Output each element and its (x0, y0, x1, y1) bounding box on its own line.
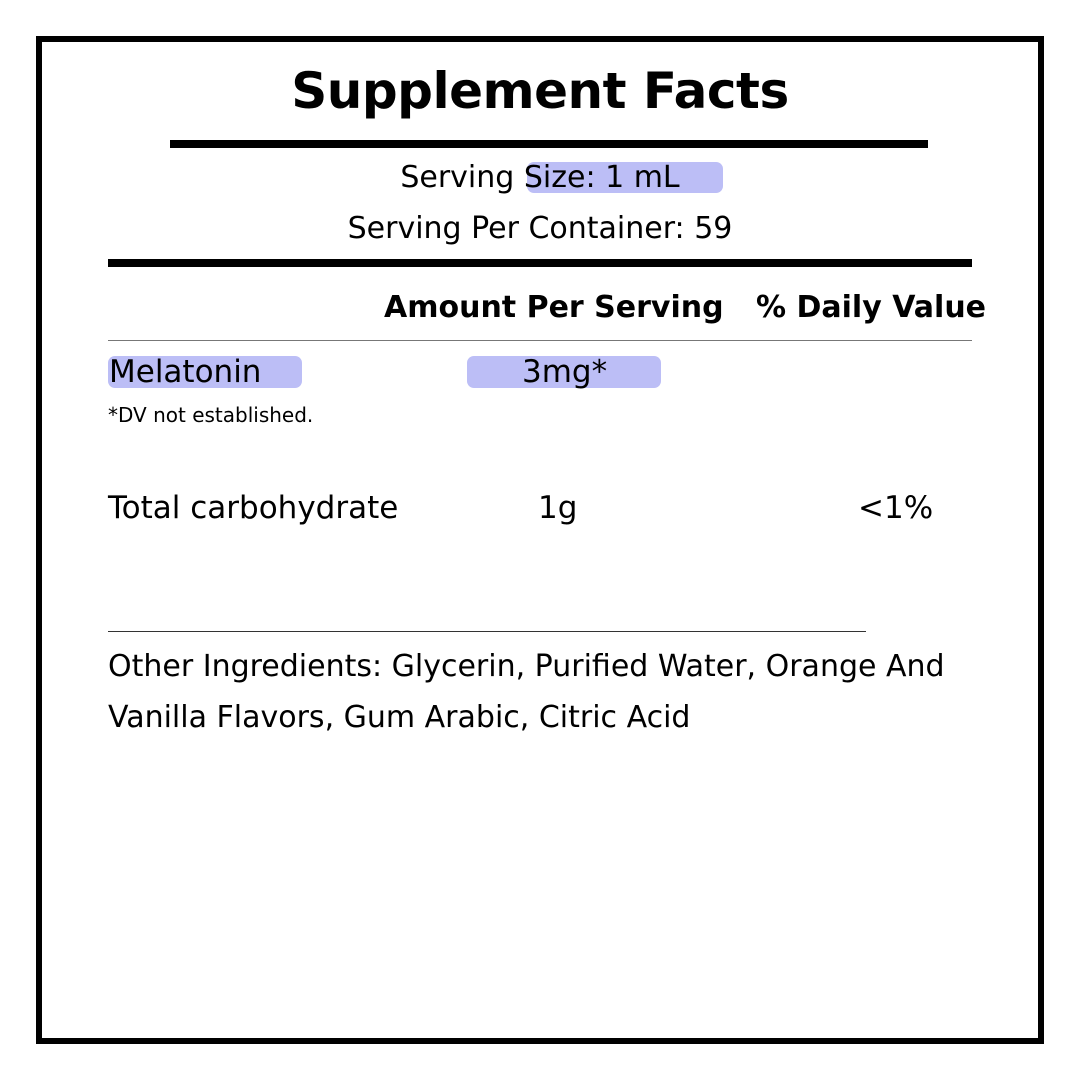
ingredients-divider (108, 631, 866, 632)
header-divider (108, 340, 972, 341)
thick-divider (108, 259, 972, 267)
dv-not-established-note: *DV not established. (108, 403, 314, 427)
label-border (36, 36, 1044, 1044)
serving-label: Serving (400, 160, 524, 195)
header-amount-per-serving: Amount Per Serving (384, 290, 724, 325)
melatonin-name-highlight (108, 356, 302, 388)
nutrient-amount-total-carbohydrate: 1g (538, 490, 578, 526)
label-title: Supplement Facts (291, 62, 789, 120)
other-ingredients: Other Ingredients: Glycerin, Purified Wa… (108, 649, 945, 735)
nutrient-amount-melatonin: 3mg* (522, 354, 608, 390)
nutrient-dv-total-carbohydrate: <1% (858, 490, 934, 526)
serving-size-line: Serving Size: 1 mL (0, 160, 1080, 195)
title-rule (170, 140, 928, 148)
serving-size-highlight (527, 162, 723, 193)
melatonin-amount-highlight (467, 356, 661, 388)
servings-per-container: Serving Per Container: 59 (347, 211, 733, 246)
nutrient-name-melatonin: Melatonin (109, 354, 262, 390)
nutrient-name-total-carbohydrate: Total carbohydrate (108, 490, 399, 526)
serving-size-value: Size: 1 mL (523, 160, 680, 195)
header-daily-value: % Daily Value (756, 290, 987, 325)
